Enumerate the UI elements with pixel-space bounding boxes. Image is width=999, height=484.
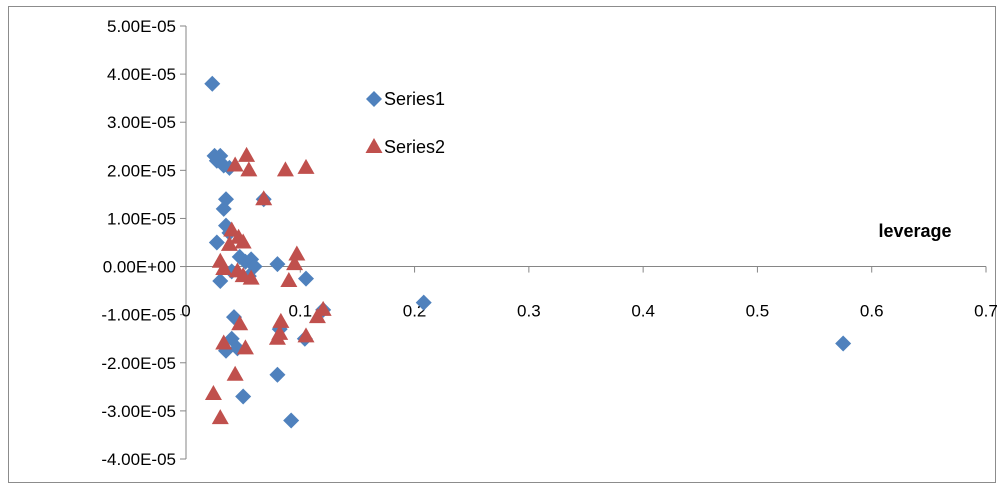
legend-item-series-1: Series1 [366, 89, 445, 109]
x-tick-label: 0.4 [631, 302, 655, 321]
series-2-point [314, 300, 332, 316]
series-1-points [204, 75, 852, 429]
y-tick-label: -2.00E-05 [101, 354, 176, 373]
y-axis-ticks: 5.00E-05 4.00E-05 3.00E-05 2.00E-05 1.00E-05… [101, 17, 186, 469]
y-tick-label: 1.00E-05 [107, 209, 176, 228]
series-1-point [208, 234, 225, 251]
series-2-point [211, 409, 229, 425]
series-1-point [235, 388, 252, 405]
series-2-point [255, 190, 273, 206]
chart-frame [8, 6, 996, 483]
series-2-point [297, 158, 315, 174]
series-2-point [220, 235, 238, 251]
series-2-point [226, 156, 244, 172]
series-1-point [415, 294, 432, 311]
series-1-point [269, 256, 286, 273]
x-tick-label: 0.6 [860, 302, 884, 321]
series-1-point [298, 270, 314, 287]
y-tick-label: -4.00E-05 [101, 450, 176, 469]
y-tick-label: 3.00E-05 [107, 113, 176, 132]
series-2-point [272, 312, 290, 328]
series-2-point [215, 334, 233, 350]
y-tick-label: 5.00E-05 [107, 17, 176, 36]
x-tick-label: 0 [181, 302, 190, 321]
series-2-point [231, 315, 249, 331]
legend-label: Series1 [384, 89, 445, 109]
x-axis-ticks: 0 0.1 0.2 0.3 0.4 0.5 0.6 0.7 [181, 266, 998, 321]
legend-label: Series2 [384, 137, 445, 157]
series-2-point [268, 329, 286, 345]
series-1-point [212, 272, 229, 289]
series-2-point [226, 365, 244, 381]
x-tick-label: 0.7 [974, 302, 998, 321]
legend-item-series-2: Series2 [365, 137, 445, 157]
data-points [204, 75, 852, 429]
y-tick-label: 0.00E+00 [103, 258, 176, 277]
y-tick-label: 2.00E-05 [107, 161, 176, 180]
series-2-point [286, 255, 304, 271]
series-2-points [204, 146, 332, 425]
series-2-point [240, 161, 258, 177]
series-2-point [223, 221, 241, 237]
x-tick-label: 0.5 [746, 302, 770, 321]
series-2-point [288, 245, 306, 261]
legend-marker [365, 138, 383, 153]
series-2-point [238, 146, 256, 162]
series-1-point [269, 366, 286, 383]
x-axis-title: leverage [878, 221, 951, 241]
series-1-point [283, 412, 300, 429]
x-tick-label: 0.1 [288, 302, 312, 321]
legend-marker [366, 91, 382, 107]
axes [185, 26, 986, 459]
series-1-point [835, 335, 852, 352]
series-2-point [236, 339, 254, 355]
legend: Series1 Series2 [365, 89, 445, 157]
series-2-point [204, 385, 222, 401]
y-tick-label: -1.00E-05 [101, 306, 176, 325]
series-2-point [280, 271, 298, 287]
series-2-point [276, 161, 294, 177]
series-2-point [242, 269, 260, 285]
series-1-point [215, 200, 232, 217]
x-tick-label: 0.3 [517, 302, 541, 321]
y-tick-label: -3.00E-05 [101, 402, 176, 421]
series-2-point [297, 327, 315, 343]
series-1-point [204, 75, 221, 92]
y-tick-label: 4.00E-05 [107, 65, 176, 84]
series-2-point [215, 259, 233, 275]
series-2-point [234, 233, 252, 249]
